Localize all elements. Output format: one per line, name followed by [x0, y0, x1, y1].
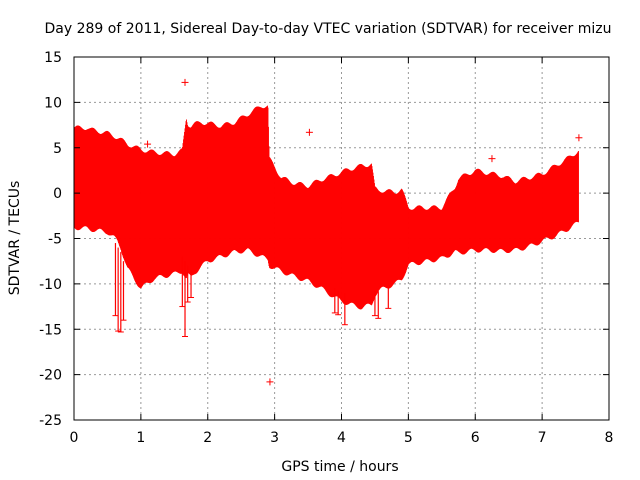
x-tick-label: 0	[70, 430, 79, 446]
y-axis-label: SDTVAR / TECUs	[7, 181, 23, 296]
y-tick-label: 0	[53, 186, 62, 202]
x-tick-label: 5	[404, 430, 413, 446]
y-tick-label: -5	[48, 232, 62, 248]
x-tick-label: 6	[471, 430, 480, 446]
x-tick-label: 8	[605, 430, 614, 446]
x-tick-label: 7	[538, 430, 547, 446]
y-tick-label: -15	[39, 322, 62, 338]
y-tick-label: 15	[44, 50, 62, 66]
axis-ticks: 0 1 2 3 4 5 6 7 8 15 10 5 0 -5 -10 -15 -20 -25	[39, 50, 613, 446]
y-tick-label: -10	[39, 277, 62, 293]
y-tick-label: 5	[53, 141, 62, 157]
y-tick-label: -20	[39, 368, 62, 384]
x-tick-label: 4	[337, 430, 346, 446]
plot-data	[73, 78, 583, 386]
x-tick-label: 3	[270, 430, 279, 446]
y-tick-label: 10	[44, 95, 62, 111]
x-axis-label: GPS time / hours	[281, 459, 398, 475]
x-tick-label: 1	[136, 430, 145, 446]
x-tick-label: 2	[203, 430, 212, 446]
y-tick-label: -25	[39, 413, 62, 429]
chart-title: Day 289 of 2011, Sidereal Day-to-day VTE…	[45, 21, 612, 37]
